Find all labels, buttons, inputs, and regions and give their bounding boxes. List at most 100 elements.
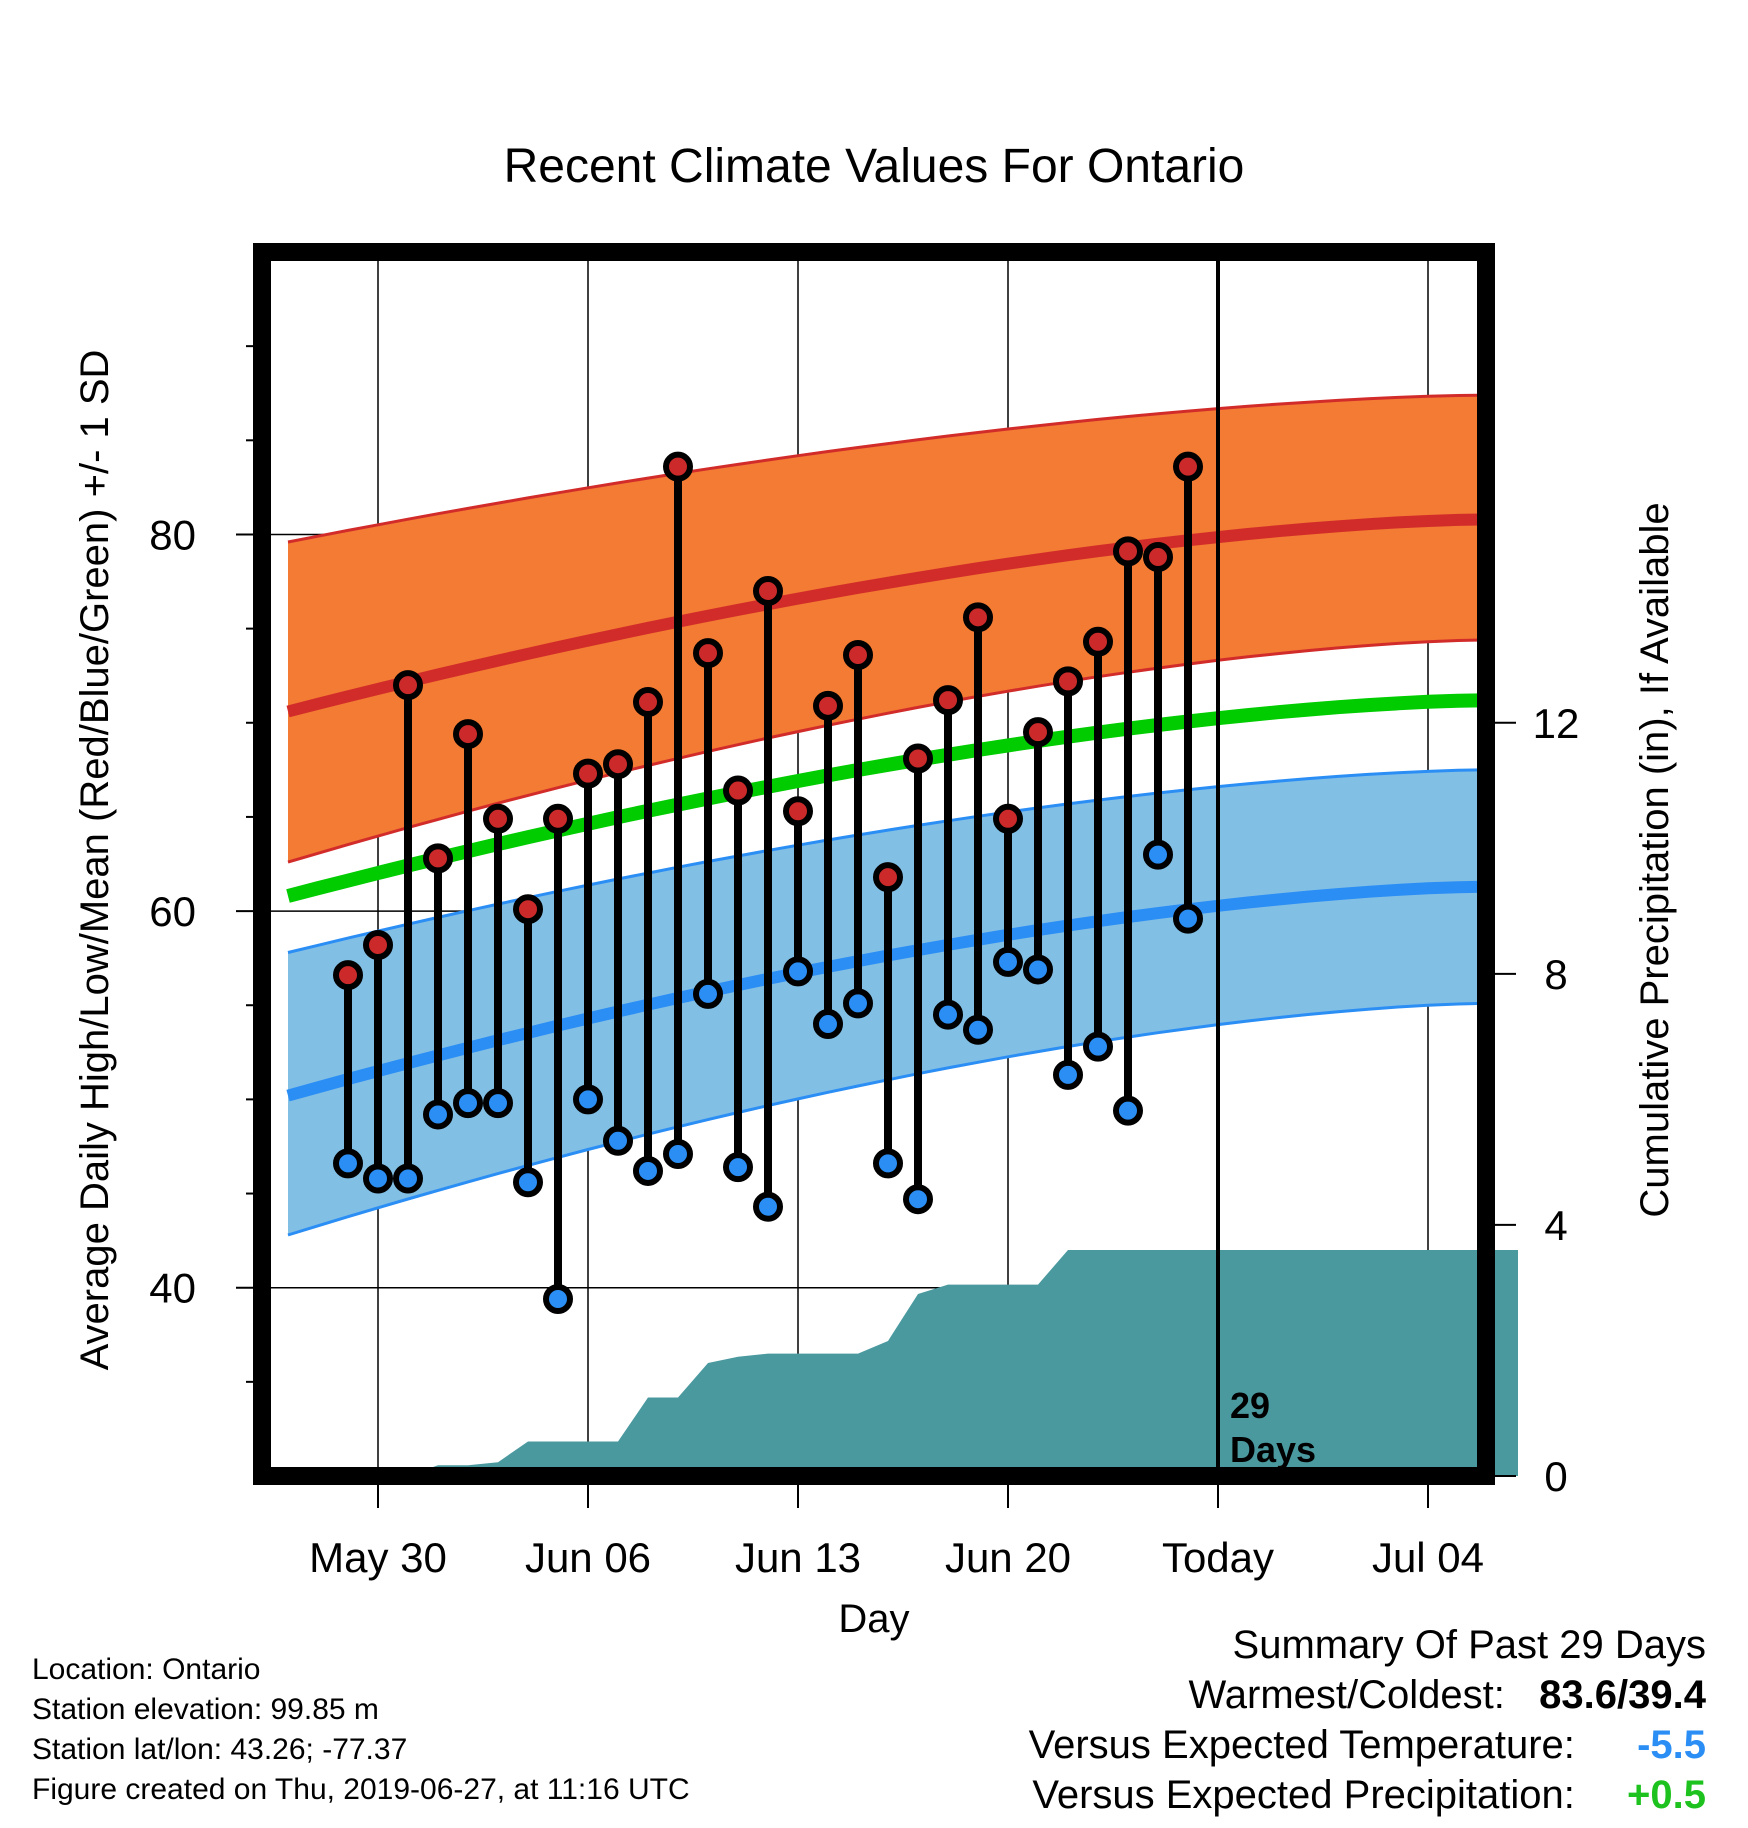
info-elevation: Station elevation: 99.85 m (32, 1693, 379, 1726)
low-sd-upper-line (287, 768, 1489, 954)
summary-precip-row: Versus Expected Precipitation: +0.5 (1029, 1770, 1706, 1820)
day-high-dot-24 (1053, 666, 1083, 697)
day-low-dot-3 (423, 1099, 453, 1130)
y-axis-label: Average Daily High/Low/Mean (Red/Blue/Gr… (73, 350, 117, 1371)
day-high-dot-13 (723, 775, 753, 806)
day-low-dot-20 (933, 999, 963, 1030)
day-high-dot-14 (753, 575, 783, 606)
day-high-dot-8 (573, 758, 603, 789)
day-low-dot-16 (813, 1009, 843, 1040)
temp-anomaly-label: Versus Expected Temperature: (1028, 1723, 1575, 1767)
chart-title: Recent Climate Values For Ontario (504, 140, 1245, 193)
normal-high-line (286, 513, 1489, 718)
day-low-dot-25 (1083, 1031, 1113, 1062)
day-low-dot-14 (753, 1191, 783, 1222)
plot-border (253, 243, 1495, 1485)
axis-ticks: May 30 Jun 06 Jun 13 Jun 20 Today Jul 0440608… (149, 345, 1580, 1581)
warmest-value: 83.6/39.4 (1539, 1673, 1706, 1717)
day-high-dot-16 (813, 690, 843, 721)
day-low-dot-18 (873, 1148, 903, 1179)
summary-temp-row: Versus Expected Temperature: -5.5 (1029, 1720, 1706, 1770)
day-high-dot-9 (603, 749, 633, 780)
day-high-dot-7 (543, 803, 573, 834)
day-low-dot-10 (633, 1155, 663, 1186)
x-tick-label-3: Jun 20 (945, 1534, 1071, 1581)
day-low-dot-8 (573, 1084, 603, 1115)
day-high-dot-22 (993, 803, 1023, 834)
y2-tick-label-0: 0 (1544, 1453, 1567, 1500)
x-tick-label-2: Jun 13 (735, 1534, 861, 1581)
x-axis-label: Day (838, 1597, 909, 1641)
info-location: Location: Ontario (32, 1653, 261, 1686)
today-days-label: 29 Days (1230, 1385, 1316, 1470)
y2-tick-label-2: 8 (1544, 951, 1567, 998)
day-low-dot-9 (603, 1125, 633, 1156)
x-tick-label-1: Jun 06 (525, 1534, 651, 1581)
day-high-dot-10 (633, 687, 663, 718)
day-high-dot-5 (483, 803, 513, 834)
high-sd-lower-line (287, 638, 1489, 864)
day-low-dot-2 (393, 1163, 423, 1194)
y-tick-label-1: 60 (149, 888, 196, 935)
y-tick-label-0: 40 (149, 1265, 196, 1312)
summary-heading: Summary Of Past 29 Days (1232, 1623, 1706, 1667)
info-created: Figure created on Thu, 2019-06-27, at 11… (32, 1773, 690, 1806)
day-high-dot-2 (393, 670, 423, 701)
warmest-label: Warmest/Coldest: (1188, 1673, 1505, 1717)
day-low-dot-23 (1023, 954, 1053, 985)
day-low-dot-13 (723, 1152, 753, 1183)
high-sd-upper-line (287, 393, 1489, 544)
summary-panel: Summary Of Past 29 Days Warmest/Coldest:… (1029, 1620, 1706, 1820)
temp-anomaly-value: -5.5 (1637, 1723, 1706, 1767)
day-high-dot-26 (1113, 536, 1143, 567)
day-low-dot-4 (453, 1088, 483, 1119)
y2-tick-label-3: 12 (1533, 700, 1580, 747)
day-low-dot-15 (783, 956, 813, 987)
day-high-dot-15 (783, 796, 813, 827)
day-high-dot-4 (453, 719, 483, 750)
day-low-dot-12 (693, 978, 723, 1009)
day-high-dot-3 (423, 843, 453, 874)
x-tick-label-4: Today (1162, 1534, 1274, 1581)
day-low-dot-17 (843, 988, 873, 1019)
today-marker: 29 Days (1216, 252, 1316, 1476)
x-tick-label-0: May 30 (309, 1534, 447, 1581)
day-high-dot-18 (873, 862, 903, 893)
precip-anomaly-label: Versus Expected Precipitation: (1032, 1773, 1575, 1817)
day-high-dot-17 (843, 639, 873, 670)
day-low-dot-6 (513, 1167, 543, 1198)
day-low-dot-19 (903, 1184, 933, 1215)
day-high-dot-28 (1173, 451, 1203, 482)
precip-anomaly-value: +0.5 (1627, 1773, 1706, 1817)
day-low-dot-1 (363, 1163, 393, 1194)
day-low-dot-21 (963, 1014, 993, 1045)
info-latlon: Station lat/lon: 43.26; -77.37 (32, 1733, 408, 1766)
day-high-dot-11 (663, 451, 693, 482)
y-tick-label-2: 80 (149, 511, 196, 558)
day-low-dot-11 (663, 1138, 693, 1169)
day-high-dot-20 (933, 685, 963, 716)
day-high-dot-27 (1143, 542, 1173, 573)
y2-axis-label: Cumulative Precipitation (in), If Availa… (1633, 502, 1677, 1217)
day-high-dot-0 (333, 960, 363, 991)
y2-tick-label-1: 4 (1544, 1202, 1567, 1249)
day-low-dot-27 (1143, 839, 1173, 870)
summary-warmest-row: Warmest/Coldest: 83.6/39.4 (1029, 1670, 1707, 1720)
day-low-dot-28 (1173, 903, 1203, 934)
day-high-dot-1 (363, 929, 393, 960)
station-info: Location: Ontario Station elevation: 99.… (32, 1650, 690, 1810)
day-high-dot-19 (903, 743, 933, 774)
plot-frame (253, 243, 1495, 1485)
day-high-dot-23 (1023, 717, 1053, 748)
day-low-dot-24 (1053, 1059, 1083, 1090)
day-high-dot-25 (1083, 626, 1113, 657)
x-tick-label-5: Jul 04 (1372, 1534, 1484, 1581)
day-high-dot-21 (963, 602, 993, 633)
precip-cumulative-area (288, 1250, 1518, 1476)
day-low-dot-26 (1113, 1095, 1143, 1126)
precip-area (288, 1250, 1518, 1476)
day-high-dot-6 (513, 894, 543, 925)
day-high-dot-12 (693, 638, 723, 669)
day-low-dot-7 (543, 1283, 573, 1314)
